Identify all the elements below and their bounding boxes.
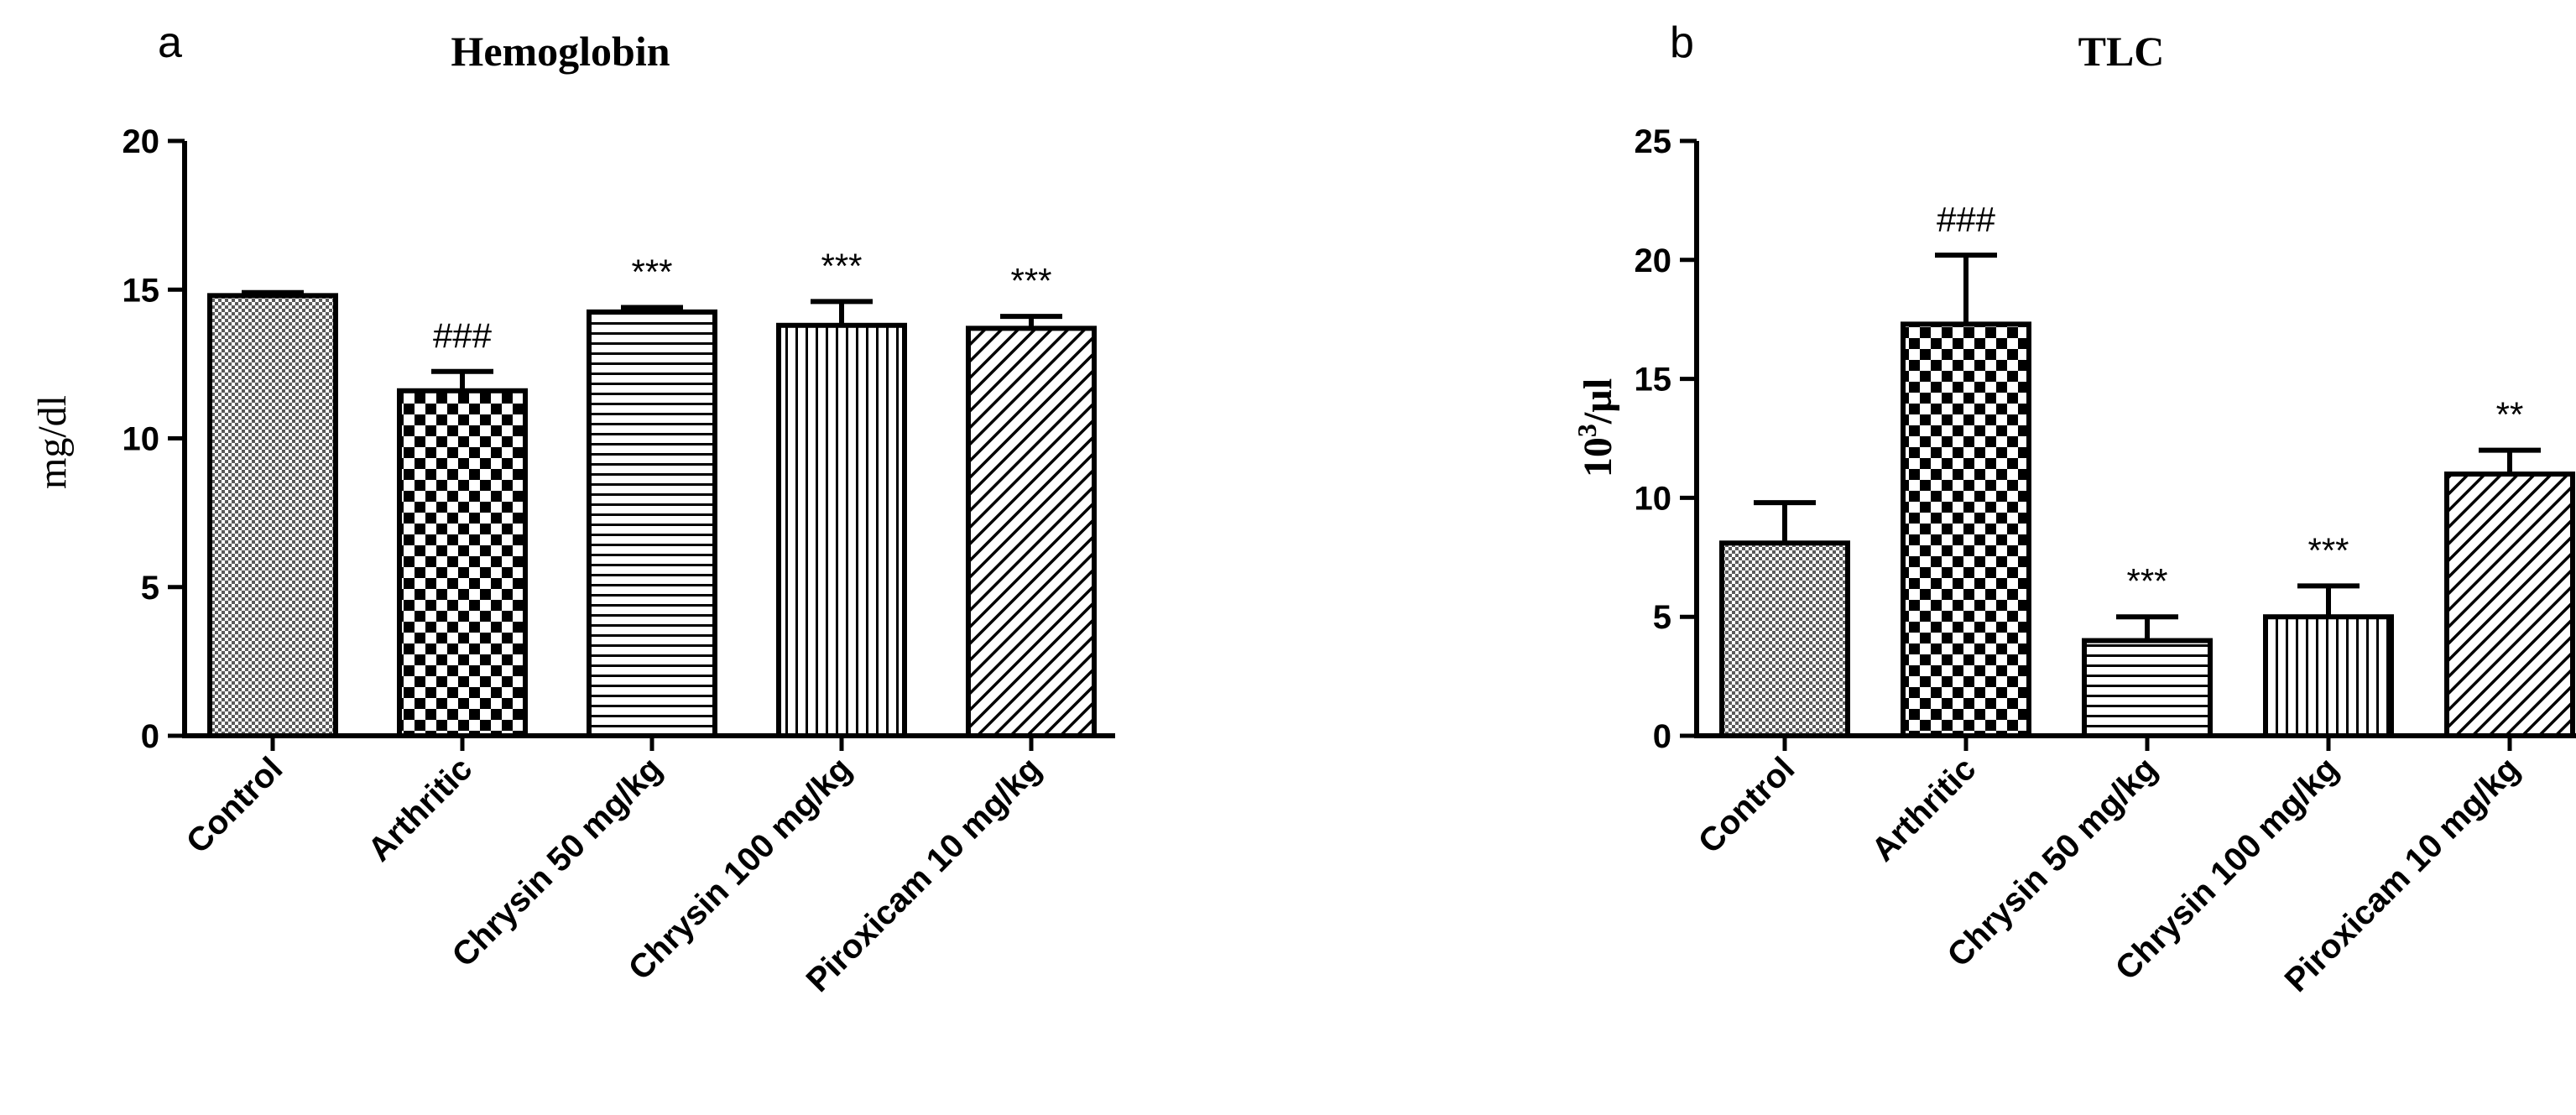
category-label-b-1: Arthritic [1864, 750, 1983, 868]
chart-title-a: Hemoglobin [451, 28, 670, 75]
bar-b-1 [1901, 321, 2031, 738]
y-tick-label-b-3: 15 [1635, 362, 1672, 399]
significance-label-a-3: *** [821, 246, 862, 285]
panel-letter-a: a [158, 18, 182, 67]
y-axis-label-b: 103/µl [1572, 378, 1620, 477]
plot-area-b: 0510152025Control###Arthritic***Chrysin … [1635, 123, 2576, 999]
plot-area-a: 0 5 10 15 20 Control ### Arthritic *** Chrysin 50… [123, 123, 1115, 999]
bar-b-3 [2263, 614, 2394, 739]
bar-b-4 [2444, 472, 2575, 738]
y-tick-label-b-2: 10 [1635, 480, 1672, 517]
y-axis-label-b-sup: 3 [1572, 424, 1602, 437]
bar-a-2 [587, 309, 717, 738]
significance-label-b-2: *** [2126, 561, 2167, 601]
category-label-a-1: Arthritic [361, 750, 479, 868]
y-tick-label-b-1: 5 [1653, 599, 1671, 636]
significance-label-a-4: *** [1010, 261, 1051, 300]
bar-b-2 [2082, 638, 2213, 738]
category-label-b-0: Control [1692, 750, 1802, 861]
y-axis-label-b-base: 10 [1576, 437, 1620, 477]
y-tick-label-a-2: 10 [123, 421, 160, 458]
panel-letter-b: b [1670, 18, 1694, 67]
bar-a-0 [207, 293, 338, 738]
bar-a-1 [397, 388, 528, 738]
category-label-a-2: Chrysin 50 mg/kg [445, 750, 669, 974]
significance-label-b-3: *** [2307, 530, 2349, 570]
y-axis-label-b-tail: /µl [1576, 378, 1620, 425]
y-tick-label-b-4: 20 [1635, 242, 1672, 279]
y-tick-label-a-4: 20 [123, 123, 160, 160]
significance-label-b-4: ** [2496, 395, 2524, 435]
bar-a-3 [776, 322, 907, 738]
category-label-a-0: Control [180, 750, 290, 861]
significance-label-a-1: ### [433, 316, 493, 356]
y-tick-label-a-3: 15 [123, 272, 160, 309]
bar-b-0 [1719, 540, 1850, 738]
y-tick-label-b-5: 25 [1635, 123, 1672, 160]
y-tick-label-a-0: 0 [141, 718, 159, 755]
bar-a-4 [966, 326, 1097, 738]
y-axis-label-a: mg/dl [30, 395, 75, 489]
y-tick-label-a-1: 5 [141, 570, 159, 607]
chart-title-b: TLC [2078, 28, 2165, 75]
significance-label-b-1: ### [1937, 200, 1996, 239]
significance-label-a-2: *** [631, 253, 672, 292]
y-tick-label-b-0: 0 [1653, 718, 1671, 755]
